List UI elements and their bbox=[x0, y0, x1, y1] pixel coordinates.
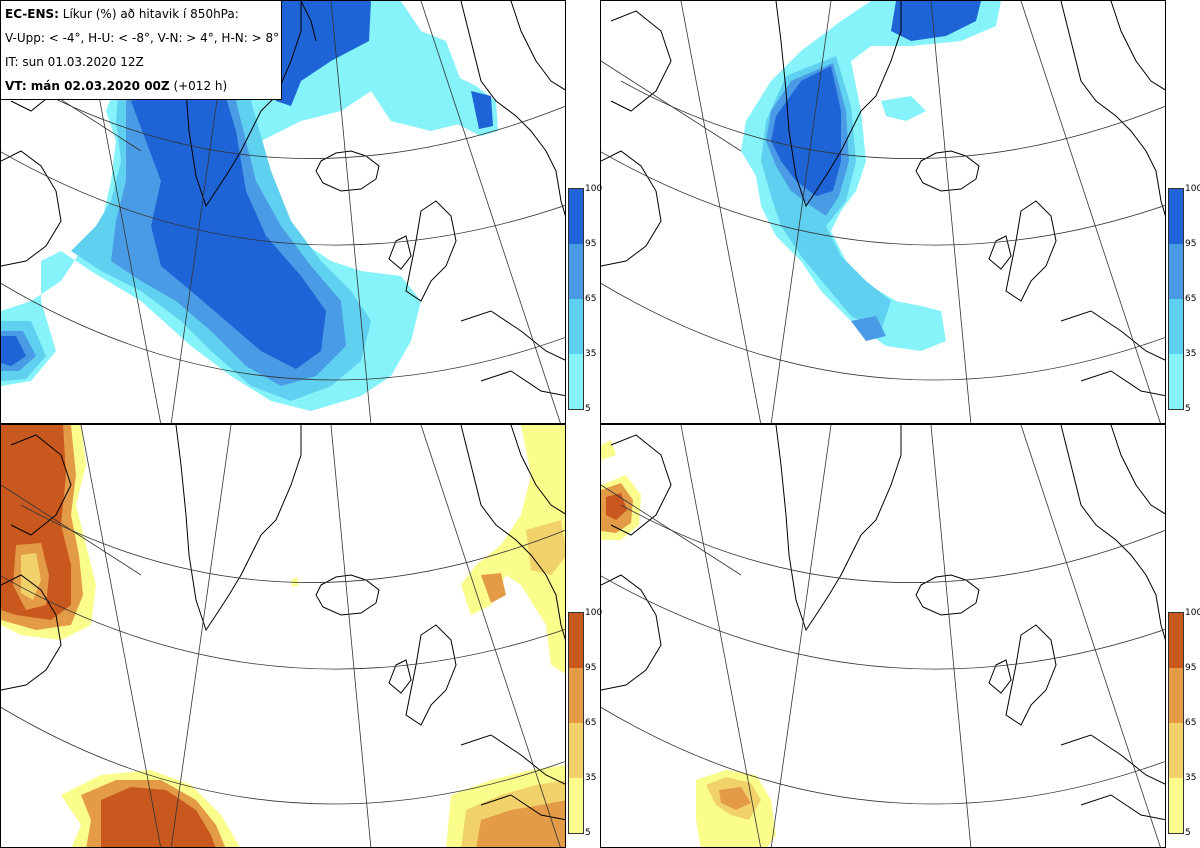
colorbar-warm-bottom-left: 100 95 65 35 5 bbox=[568, 608, 603, 838]
colorbar-tick-label: 65 bbox=[585, 718, 597, 728]
coastlines bbox=[1, 1, 565, 397]
colorbar-tick-label: 5 bbox=[1185, 404, 1191, 414]
probability-field bbox=[1, 425, 565, 847]
map-canvas bbox=[601, 1, 1165, 423]
colorbar-tick-label: 35 bbox=[1185, 349, 1197, 359]
colorbar-tick-label: 5 bbox=[1185, 828, 1191, 838]
colorbar-tick-label: 65 bbox=[1185, 294, 1197, 304]
colorbar-tick-label: 95 bbox=[585, 239, 597, 249]
thresholds-line: V-Upp: < -4°, H-U: < -8°, V-N: > 4°, H-N… bbox=[5, 31, 280, 45]
colorbar-tick-label: 65 bbox=[585, 294, 597, 304]
valid-time-line: VT: mán 02.03.2020 00Z (+012 h) bbox=[5, 79, 277, 103]
colorbar-tick-label: 5 bbox=[585, 404, 591, 414]
colorbar-tick-label: 100 bbox=[585, 608, 603, 618]
colorbar-segment bbox=[569, 723, 583, 778]
colorbar-segment bbox=[1169, 668, 1183, 723]
graticule bbox=[601, 425, 1165, 847]
colorbar-tick-label: 35 bbox=[585, 773, 597, 783]
probability-field bbox=[1, 1, 498, 411]
info-box: EC-ENS: Líkur (%) að hitavik í 850hPa: V… bbox=[0, 0, 282, 100]
model-name: EC-ENS: bbox=[5, 7, 59, 21]
colorbar-gradient bbox=[1168, 612, 1184, 834]
colorbar-segment bbox=[569, 299, 583, 354]
colorbar-tick-label: 35 bbox=[585, 349, 597, 359]
coastlines bbox=[601, 1, 1165, 397]
map-panel-bottom-left bbox=[0, 424, 566, 848]
colorbar-tick-label: 95 bbox=[1185, 663, 1197, 673]
map-panel-top-left bbox=[0, 0, 566, 424]
colorbar-tick-label: 100 bbox=[585, 184, 603, 194]
title-line: EC-ENS: Líkur (%) að hitavik í 850hPa: bbox=[5, 7, 277, 31]
graticule bbox=[1, 425, 565, 847]
colorbar-tick-label: 100 bbox=[1185, 608, 1200, 618]
colorbar-tick-label: 95 bbox=[1185, 239, 1197, 249]
probability-field bbox=[601, 440, 776, 847]
colorbar-segment bbox=[569, 244, 583, 299]
colorbar-gradient bbox=[568, 612, 584, 834]
colorbar-segment bbox=[1169, 299, 1183, 354]
valid-time: VT: mán 02.03.2020 00Z bbox=[5, 79, 170, 93]
colorbar-segment bbox=[569, 189, 583, 244]
coastlines bbox=[601, 425, 1165, 821]
map-canvas bbox=[601, 425, 1165, 847]
colorbar-tick-label: 95 bbox=[585, 663, 597, 673]
colorbar-segment bbox=[569, 778, 583, 833]
title-text: Líkur (%) að hitavik í 850hPa: bbox=[62, 7, 239, 21]
colorbar-gradient bbox=[1168, 188, 1184, 410]
probability-field bbox=[741, 1, 1001, 351]
map-canvas bbox=[1, 1, 565, 423]
colorbar-tick-label: 100 bbox=[1185, 184, 1200, 194]
colorbar-segment bbox=[1169, 189, 1183, 244]
colorbar-tick-label: 35 bbox=[1185, 773, 1197, 783]
colorbar-segment bbox=[1169, 613, 1183, 668]
graticule bbox=[601, 1, 1165, 423]
map-canvas bbox=[1, 425, 565, 847]
colorbar-segment bbox=[1169, 354, 1183, 409]
colorbar-cold-top-left: 100 95 65 35 5 bbox=[568, 184, 603, 414]
map-panel-top-right bbox=[600, 0, 1166, 424]
colorbar-segment bbox=[1169, 244, 1183, 299]
colorbar-cold-top-right: 100 95 65 35 5 bbox=[1168, 184, 1200, 414]
init-time: IT: sun 01.03.2020 12Z bbox=[5, 55, 144, 69]
colorbar-tick-label: 5 bbox=[585, 828, 591, 838]
colorbar-segment bbox=[1169, 723, 1183, 778]
colorbar-gradient bbox=[568, 188, 584, 410]
colorbar-segment bbox=[569, 668, 583, 723]
colorbar-segment bbox=[569, 613, 583, 668]
colorbar-tick-label: 65 bbox=[1185, 718, 1197, 728]
coastlines bbox=[1, 425, 565, 821]
colorbar-segment bbox=[569, 354, 583, 409]
lead-time: (+012 h) bbox=[173, 79, 228, 93]
map-panel-bottom-right bbox=[600, 424, 1166, 848]
colorbar-segment bbox=[1169, 778, 1183, 833]
colorbar-warm-bottom-right: 100 95 65 35 5 bbox=[1168, 608, 1200, 838]
